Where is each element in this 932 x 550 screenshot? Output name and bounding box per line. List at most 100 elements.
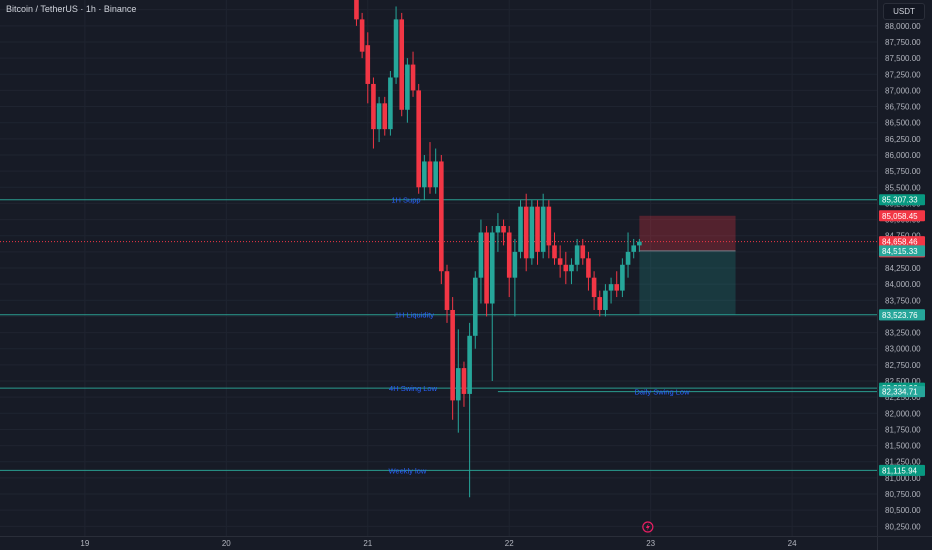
y-tick-label: 80,500.00 [885, 506, 921, 515]
level-price-tag: 82,334.71 [882, 388, 918, 397]
candle-body [461, 368, 467, 394]
y-tick-label: 85,750.00 [885, 167, 921, 176]
candle-body [365, 45, 371, 84]
x-tick-label: 19 [80, 539, 89, 548]
candle-body [456, 368, 461, 401]
price-tag-bg [879, 236, 925, 248]
price-tag-bg [879, 309, 925, 321]
y-tick-label: 87,000.00 [885, 86, 921, 95]
x-tick-label: 24 [788, 539, 797, 548]
candle-body [382, 103, 388, 130]
candle-body [591, 277, 597, 298]
y-tick-label: 82,500.00 [885, 377, 921, 386]
level-label: 1H Liquidity [395, 311, 434, 320]
level-price-tag: 81,115.94 [882, 466, 918, 475]
candle-body [439, 161, 444, 272]
y-tick-label: 81,750.00 [885, 425, 921, 434]
candle-body [569, 264, 574, 272]
y-tick-label: 83,250.00 [885, 329, 921, 338]
candle-body [359, 19, 365, 52]
candle-body [484, 232, 489, 304]
currency-button[interactable]: USDT [883, 3, 925, 20]
y-tick-label: 86,000.00 [885, 151, 921, 160]
candle-body [388, 77, 393, 130]
candle-body [523, 206, 529, 259]
price-tag: 83,523.76 [882, 311, 918, 320]
chart-title: Bitcoin / TetherUS · 1h · Binance [6, 4, 137, 14]
y-tick-label: 80,250.00 [885, 522, 921, 531]
level-lines: 1H Supp 1H Liquidity 4H Swing Low Daily Swi… [0, 196, 877, 475]
level-price-tag-bg [879, 386, 925, 398]
candle-body [399, 19, 405, 110]
candle-body [410, 64, 416, 91]
stop-loss-zone [639, 215, 736, 251]
candles [354, 0, 642, 498]
x-tick-label: 22 [505, 539, 514, 548]
candle-body [518, 206, 523, 252]
level-label: 4H Swing Low [389, 384, 438, 393]
level-price-tag: 85,307.33 [882, 196, 918, 205]
candle-body [614, 284, 620, 291]
y-tick-label: 86,750.00 [885, 103, 921, 112]
y-tick-label: 81,250.00 [885, 458, 921, 467]
y-tick-label: 81,500.00 [885, 442, 921, 451]
candle-body [586, 258, 591, 278]
candle-body [501, 226, 506, 233]
level-label: 1H Supp [391, 196, 420, 205]
y-tick-label: 82,000.00 [885, 409, 921, 418]
price-tag-bg [879, 210, 925, 222]
level-price-tag-bg [879, 194, 925, 206]
candle-body [580, 245, 586, 259]
y-tick-label: 87,250.00 [885, 70, 921, 79]
candle-body [422, 161, 427, 188]
y-tick-label: 84,000.00 [885, 280, 921, 289]
take-profit-zone [639, 250, 736, 315]
candle-body [546, 206, 552, 246]
lightning-icon-ring [642, 521, 654, 533]
candle-body [433, 161, 438, 188]
candle-body [393, 19, 399, 78]
x-tick-label: 21 [363, 539, 372, 548]
candle-body [416, 90, 421, 188]
y-tick-label: 88,000.00 [885, 22, 921, 31]
level-price-tag-bg [879, 464, 925, 476]
y-tick-label: 82,750.00 [885, 361, 921, 370]
candle-body [597, 297, 603, 310]
price-tags: 85,307.3383,526.7782,388.9682,334.7181,1… [879, 194, 925, 476]
price-axis-background [877, 0, 932, 550]
candle-body [512, 251, 518, 278]
time-axis: 19 20 21 22 23 24 [0, 521, 932, 548]
candle-body [354, 0, 359, 20]
level-label: Weekly low [388, 466, 426, 475]
candle-body [540, 206, 546, 252]
price-tag: 85,058.45 [882, 212, 918, 221]
candle-body [535, 206, 540, 252]
candle-body [608, 284, 614, 291]
x-tick-label: 23 [646, 539, 655, 548]
level-label: Daily Swing Low [634, 388, 690, 397]
candle-body [506, 232, 512, 278]
candle-body [552, 245, 557, 259]
y-tick-label: 81,000.00 [885, 474, 921, 483]
y-tick-label: 85,500.00 [885, 183, 921, 192]
price-tag-bg [879, 245, 925, 257]
candle-body [495, 226, 501, 233]
candle-body [467, 335, 472, 394]
candle-body [450, 309, 455, 401]
candle-body [563, 264, 569, 272]
grid-lines [0, 0, 877, 536]
candle-body [405, 64, 410, 110]
short-position-box [639, 215, 736, 315]
lightning-icon-bolt [645, 523, 650, 531]
price-tag: 84,515.33 [882, 247, 918, 256]
lightning-icon [642, 521, 654, 533]
candle-body [603, 290, 608, 310]
candle-body [371, 83, 376, 130]
candle-body [625, 251, 631, 265]
y-tick-label: 86,250.00 [885, 135, 921, 144]
candle-body [574, 245, 580, 265]
y-tick-label: 80,750.00 [885, 490, 921, 499]
candle-body [472, 277, 478, 336]
